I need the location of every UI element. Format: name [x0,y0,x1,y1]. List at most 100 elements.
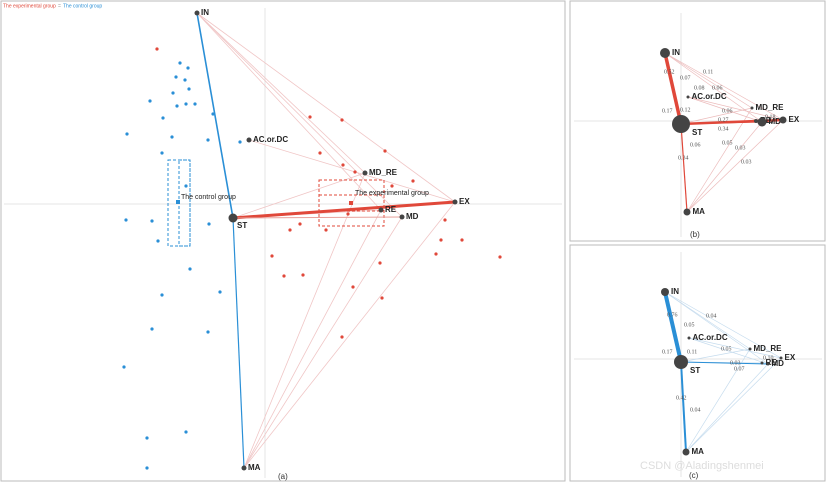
drawing: The experimental group = The control group… [3,3,822,481]
node-label: AC.or.DC [693,333,728,342]
control-dot [184,102,188,106]
control-dot [145,466,149,470]
edge-line [680,361,687,453]
edge-line [196,12,382,211]
edge-line [664,291,782,359]
node-label: MA [692,447,705,456]
experimental-dot [353,170,357,174]
node [683,208,691,216]
edge-line [243,216,403,469]
experimental-dot [282,274,286,278]
edge-label: 0.05 [721,346,732,352]
edge-line [685,357,782,453]
edge-label: 0.11 [703,69,713,75]
edge-label: 0.04 [690,407,701,413]
legend-experimental: The experimental group [3,3,56,9]
node [682,448,690,456]
edge-label: 0.27 [718,117,729,123]
node-label: ST [692,128,702,137]
edge-line [686,121,763,213]
legend-separator: = [58,3,61,9]
control-dot [184,430,188,434]
control-dot [193,102,197,106]
control-dot [238,140,242,144]
control-dot [183,78,187,82]
edge-label: 0.10 [763,355,774,361]
control-dot [125,132,129,136]
control-dot [156,239,160,243]
edge-line [663,291,683,363]
node [750,106,754,110]
edge-label: 0.18 [765,114,776,120]
caption: (b) [690,230,700,239]
experimental-dot [383,149,387,153]
node-label: AC.or.DC [692,92,727,101]
edge-label: 0.06 [712,85,723,91]
watermark: CSDN @Aladingshenmei [640,460,764,472]
node [674,355,688,369]
edge-label: 0.11 [687,349,697,355]
node [452,199,458,205]
edge-line [243,172,366,469]
experimental-dot [324,228,328,232]
node-label: MA [248,463,261,472]
control-dot [207,222,211,226]
edge-line [243,201,456,469]
edge-line [663,52,683,125]
node [362,170,368,176]
edge-label: 0.52 [664,69,675,75]
edge-label: 0.06 [690,142,701,148]
control-dot [206,330,210,334]
node-label: IN [671,287,679,296]
edge-label: 0.42 [676,395,687,401]
edge-label: 0.76 [667,312,678,318]
control-dot [122,365,126,369]
edge-label: 0.04 [706,313,717,319]
node [687,336,691,340]
node-label: ST [237,221,247,230]
node [760,361,764,365]
edge-line [664,291,769,365]
experimental-dot [439,238,443,242]
edge-label: 0.05 [722,140,733,146]
node [779,116,787,124]
edge-line [688,337,782,359]
node [399,214,405,220]
edge-line [232,217,245,469]
edge-line [685,363,769,453]
control-dot [178,61,182,65]
edge-line [196,12,366,174]
control-dot [160,293,164,297]
node [686,95,690,99]
node-label: MD [769,117,782,126]
experimental-dot [340,335,344,339]
experimental-dot [434,252,438,256]
experimental-dot [318,151,322,155]
node [754,119,758,123]
caption: (c) [689,471,699,480]
edge-label: 0.34 [718,126,729,132]
control-dot [175,104,179,108]
node-label: MD [772,359,785,368]
experimental-dot [308,115,312,119]
edge-line [196,12,234,219]
control-dot [161,116,165,120]
control-dot [145,436,149,440]
edge-line [685,348,751,453]
edge-line [232,200,456,220]
control-dot [187,87,191,91]
edge-line [680,123,688,213]
edge-label: 0.07 [734,366,745,372]
edge-line [243,209,382,469]
edge-label: 0.06 [722,108,733,114]
experimental-dot [498,255,502,259]
edge-label: 0.34 [678,155,689,161]
caption: (a) [278,472,288,481]
edge-label: 0.17 [662,108,673,114]
control-dot [184,184,188,188]
experimental-dot [340,118,344,122]
experimental-dot [155,47,159,51]
experimental-mean [349,201,353,205]
node [246,137,252,143]
